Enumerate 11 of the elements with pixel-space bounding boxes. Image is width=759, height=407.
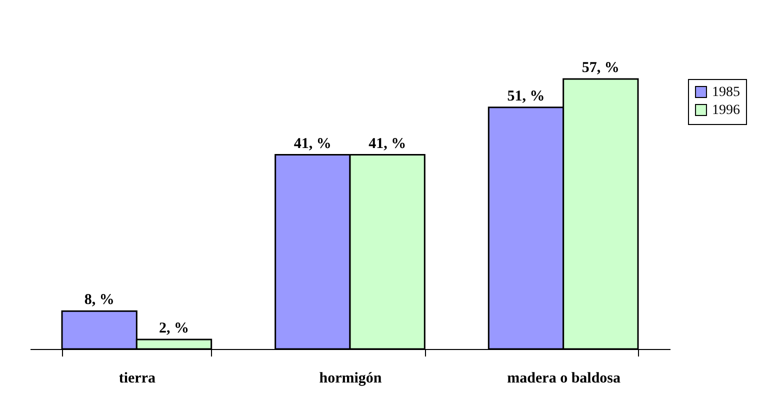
data-label: 8, % bbox=[84, 292, 114, 308]
legend-label: 1985 bbox=[712, 85, 740, 100]
data-label: 41, % bbox=[368, 136, 406, 152]
x-tick-label: tierra bbox=[118, 370, 156, 386]
data-label: 57, % bbox=[582, 60, 620, 76]
legend-label: 1996 bbox=[712, 103, 740, 118]
x-tick-label: madera o baldosa bbox=[507, 370, 622, 386]
data-label: 51, % bbox=[507, 88, 545, 104]
x-tick-label: hormigón bbox=[319, 370, 382, 386]
data-label: 2, % bbox=[159, 320, 189, 337]
data-label: 41, % bbox=[294, 136, 332, 152]
